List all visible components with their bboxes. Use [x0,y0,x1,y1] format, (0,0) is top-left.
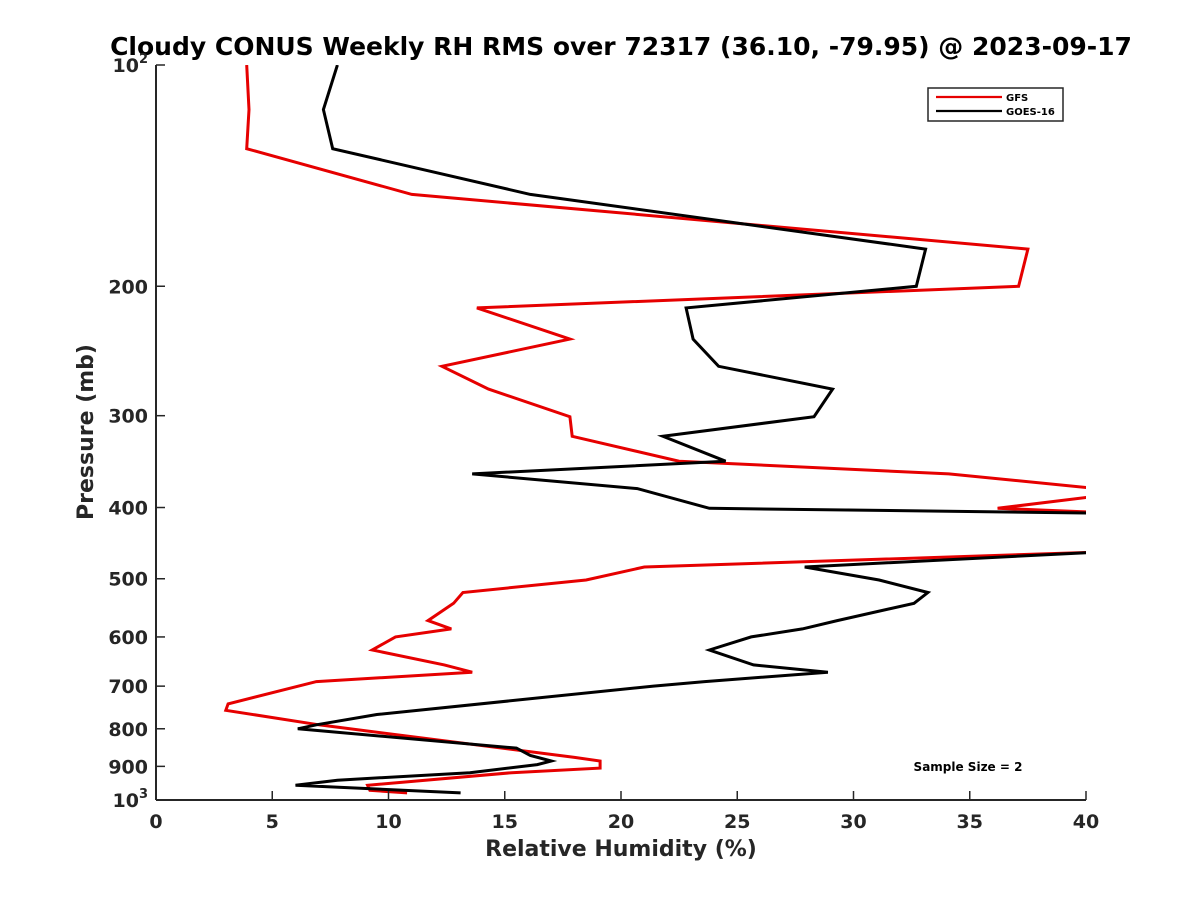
x-tick-label: 10 [375,811,401,833]
x-tick-label: 5 [266,811,279,833]
legend: GFS GOES-16 [927,87,1064,122]
x-tick-label: 30 [840,811,866,833]
legend-box [927,87,1064,122]
x-tick-label: 35 [957,811,983,833]
series-group [223,65,1086,795]
series-line-gfs [223,65,1086,795]
y-tick-label: 400 [108,498,148,520]
y-tick-label: 900 [108,756,148,778]
x-tick-label: 15 [492,811,518,833]
y-tick-label: 300 [108,406,148,428]
x-tick-label: 0 [149,811,162,833]
y-tick-label: 103 [113,787,149,812]
x-tick-label: 25 [724,811,750,833]
y-tick-label: 600 [108,627,148,649]
legend-label-goes16: GOES-16 [1006,107,1055,118]
y-tick-label: 200 [108,276,148,298]
x-axis-label: Relative Humidity (%) [485,837,757,862]
y-tick-label: 700 [108,676,148,698]
x-tick-label: 20 [608,811,634,833]
legend-label-gfs: GFS [1006,93,1028,104]
y-axis-label: Pressure (mb) [74,344,99,520]
x-ticks: 0 5 10 15 20 25 30 35 40 [149,791,1099,833]
y-tick-label: 102 [113,52,149,77]
y-ticks: 102 200 300 400 500 600 700 800 900 103 [108,52,165,812]
chart-title: Cloudy CONUS Weekly RH RMS over 72317 (3… [110,32,1132,61]
y-tick-label: 800 [108,719,148,741]
series-line-goes-16 [295,65,1086,795]
x-tick-label: 40 [1073,811,1099,833]
sample-size-annotation: Sample Size = 2 [914,760,1023,774]
y-tick-label: 500 [108,569,148,591]
